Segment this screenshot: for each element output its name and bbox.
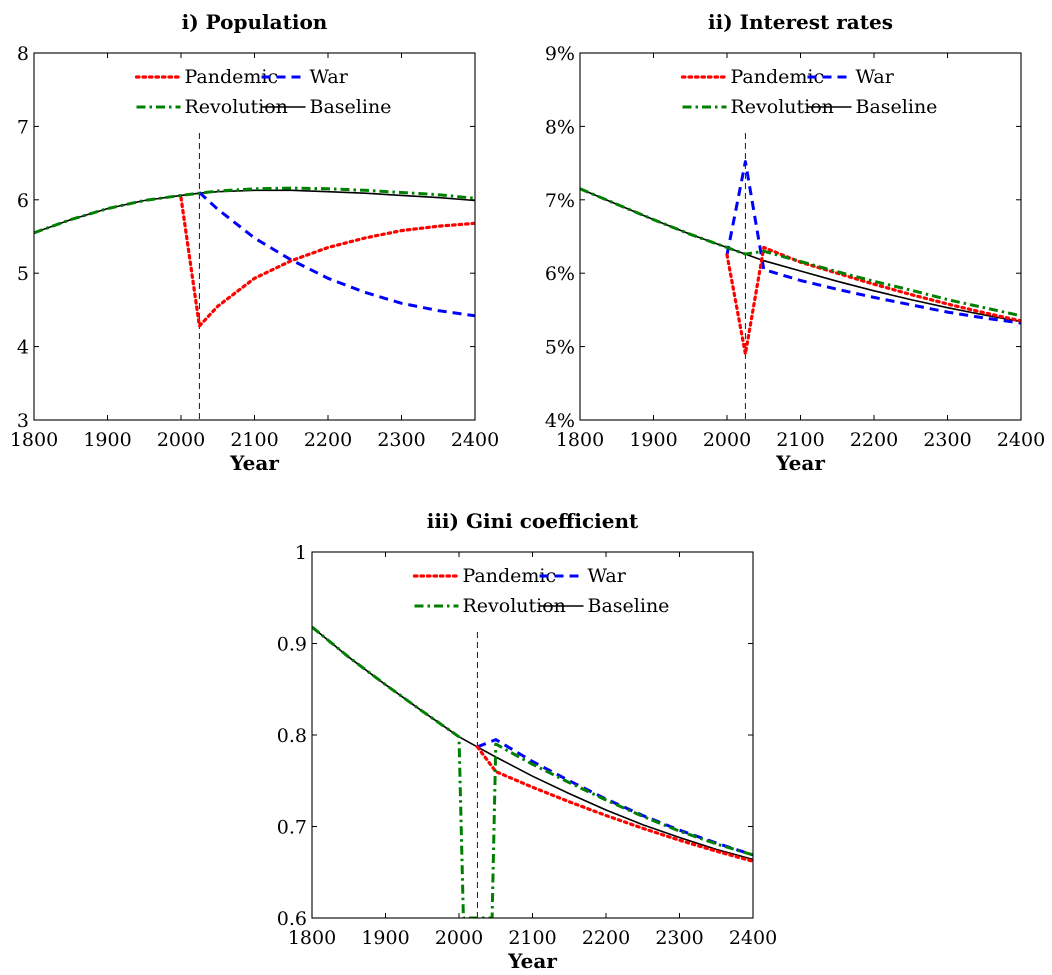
plot-frame [33,52,476,421]
x-tick-label: 1800 [288,927,336,949]
y-tick-label: 0.6 [277,908,307,930]
legend-label-revolution: Revolution [463,595,566,617]
legend: Pandemic War Revolution Baseline [680,66,938,118]
legend-label-revolution: Revolution [185,96,288,118]
legend-label-war: War [856,66,895,88]
x-tick-label: 2400 [729,927,777,949]
series-lines [312,625,753,918]
x-tick-label: 1900 [361,927,409,949]
series-lines [34,186,475,328]
series-line-revolution [580,187,1021,318]
y-tick-label: 7 [17,116,29,138]
x-axis-title: Year [507,949,557,973]
legend-label-pandemic: Pandemic [185,66,279,88]
legend: Pandemic War Revolution Baseline [134,66,392,118]
x-tick-label: 2200 [582,927,630,949]
panel-gini-coefficient: iii) Gini coefficient 1800 1900 2000 2100 220… [277,509,777,973]
x-tick-label: 1800 [10,429,58,451]
x-axis-title: Year [229,451,279,475]
y-tick-label: 7% [545,190,575,212]
series-line-baseline [312,626,753,861]
x-tick-label: 2200 [304,429,352,451]
legend: Pandemic War Revolution Baseline [412,565,670,617]
series-lines [580,160,1021,356]
series-line-war [198,191,475,318]
legend-label-war: War [310,66,349,88]
series-line-revolution [312,625,753,918]
y-tick-label: 4 [17,337,29,359]
x-tick-label: 2400 [997,429,1045,451]
plot-frame [579,52,1022,421]
legend-label-revolution: Revolution [731,96,834,118]
x-tick-label: 2200 [850,429,898,451]
y-tick-label: 5 [17,263,29,285]
legend-label-pandemic: Pandemic [463,565,557,587]
x-tick-label: 1900 [629,429,677,451]
y-tick-label: 0.9 [277,634,307,656]
legend-label-pandemic: Pandemic [731,66,825,88]
x-tick-label: 2000 [435,927,483,949]
y-tick-label: 0.8 [277,725,307,747]
series-line-pandemic [475,745,753,863]
x-tick-label: 2100 [776,429,824,451]
series-line-war [725,160,1021,325]
y-tick-label: 4% [545,410,575,432]
x-tick-label: 2300 [377,429,425,451]
x-tick-label: 2100 [230,429,278,451]
x-tick-label: 1800 [556,429,604,451]
y-tick-label: 3 [17,410,29,432]
y-tick-label: 6 [17,190,29,212]
chart-title: ii) Interest rates [708,10,893,34]
chart-title: iii) Gini coefficient [427,509,639,533]
panel-interest-rates: ii) Interest rates 1800 1900 2000 2100 2200 23… [545,10,1045,475]
x-tick-label: 2100 [508,927,556,949]
series-line-pandemic [725,245,1021,356]
y-tick-label: 0.7 [277,817,307,839]
y-tick-label: 5% [545,337,575,359]
chart-title: i) Population [182,10,328,34]
panel-population: i) Population 1800 1900 2000 2100 2200 2300 240… [10,10,499,475]
series-line-baseline [34,189,475,234]
plot-frame [311,551,754,919]
series-line-war [476,738,753,857]
series-line-pandemic [179,196,475,328]
legend-label-war: War [588,565,627,587]
x-tick-label: 2000 [157,429,205,451]
legend-label-baseline: Baseline [310,96,392,118]
x-tick-label: 2400 [451,429,499,451]
legend-label-baseline: Baseline [588,595,670,617]
series-line-revolution [34,186,475,235]
y-tick-label: 8% [545,116,575,138]
x-tick-label: 2300 [655,927,703,949]
legend-label-baseline: Baseline [856,96,938,118]
y-tick-label: 8 [17,43,29,65]
x-axis-title: Year [775,451,825,475]
y-tick-label: 9% [545,43,575,65]
x-tick-label: 2300 [923,429,971,451]
y-tick-label: 1 [295,542,307,564]
x-tick-label: 1900 [83,429,131,451]
y-tick-label: 6% [545,263,575,285]
x-tick-label: 2000 [703,429,751,451]
